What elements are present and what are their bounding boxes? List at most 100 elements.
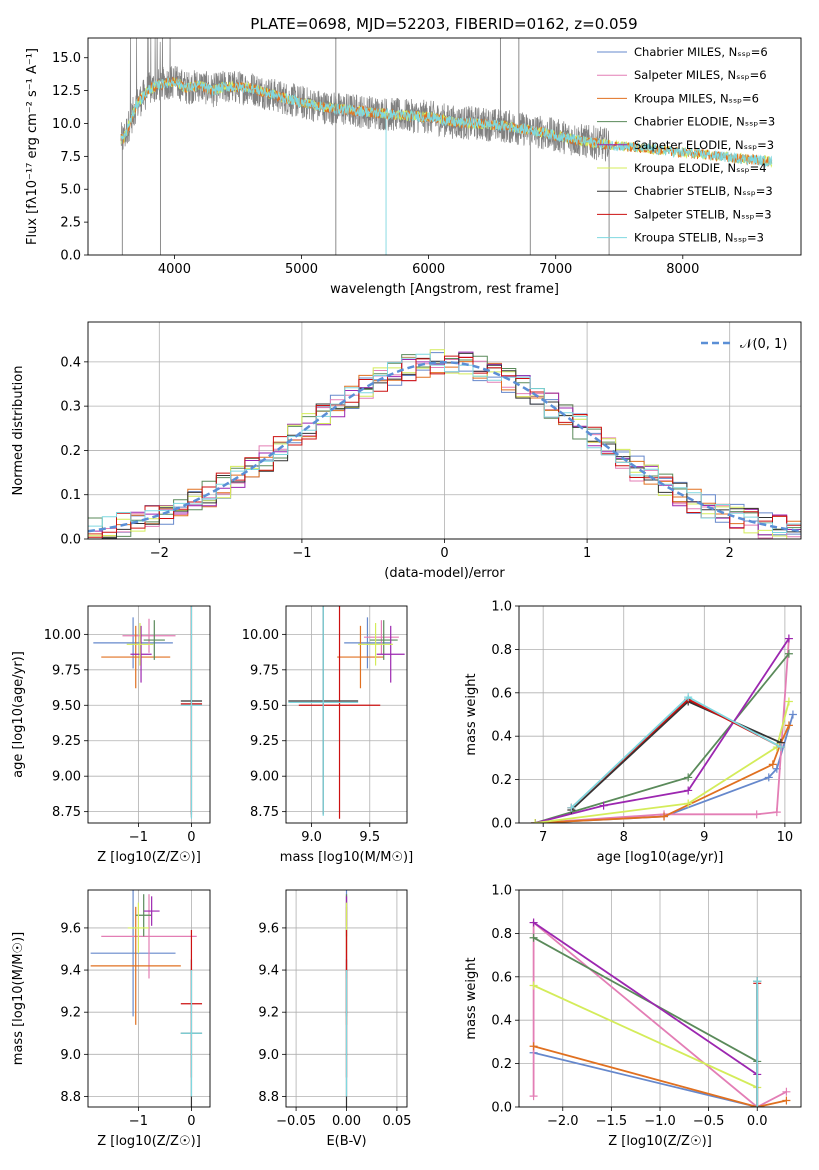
- x-tick-label: 0: [440, 546, 448, 561]
- weight-marker: [529, 1042, 538, 1051]
- legend-label: Salpeter ELODIE, Nₛₛₚ=3: [634, 138, 774, 152]
- weight-line: [533, 921, 758, 1076]
- model-spectrum-line: [120, 77, 773, 169]
- spectrum-panel: 4000 5000 6000 7000 8000 0.0 2.5 5.0 7.5 10.0 12.5…: [25, 37, 802, 297]
- y-tick-label: 9.4: [60, 964, 81, 979]
- panels: 4000 5000 6000 7000 80000.02.55.07.510.012.5…: [11, 37, 802, 1149]
- y-tick-label: 8.8: [60, 1090, 81, 1105]
- y-axis-label: Normed distribution: [11, 366, 26, 496]
- y-tick-label: 1.0: [491, 884, 512, 899]
- x-tick-label: −2.0: [547, 1114, 579, 1129]
- weight-marker: [529, 981, 538, 990]
- weight-marker: [772, 808, 781, 817]
- x-axis-label: wavelength [Angstrom, rest frame]: [330, 282, 559, 297]
- axes-frame: [285, 889, 408, 1108]
- y-tick-label: 0.2: [491, 773, 512, 788]
- y-tick-label: 8.75: [250, 805, 279, 820]
- age_vs_mass-plot-area: [288, 606, 405, 819]
- y-tick-label: 8.8: [258, 1090, 279, 1105]
- y-tick-label: 9.75: [250, 663, 279, 678]
- spectrum-plot-area: [120, 38, 773, 255]
- y-tick-label: 9.25: [250, 734, 279, 749]
- weight-line: [534, 701, 790, 823]
- x-axis-label: Z [log10(Z/Z☉)]: [97, 850, 201, 865]
- x-tick-label: 9: [700, 830, 708, 845]
- legend-label: 𝒩(0, 1): [740, 337, 787, 352]
- y-tick-label: 0.1: [60, 488, 81, 503]
- weight-marker: [784, 649, 793, 658]
- weight-marker: [684, 799, 693, 808]
- residuals-panel: −2 −1 0 1 2 0.0 0.1 0.2 0.3 0.4 (data-model)/error…: [11, 321, 802, 581]
- y-tick-label: 0.4: [491, 1014, 512, 1029]
- y-tick-label: 2.5: [60, 216, 81, 231]
- axes-frame: [87, 605, 211, 824]
- weight_vs_Z-plot-area: [529, 918, 791, 1107]
- weight_vs_Z-panel: −2.0 −1.5 −1.0 −0.5 0.0 0.0 0.2 0.4 0.6 0.8 1.0 Z […: [464, 884, 802, 1149]
- y-tick-label: 5.0: [60, 183, 81, 198]
- weight-marker: [768, 760, 777, 769]
- model-spectrum-line: [120, 77, 773, 168]
- x-tick-label: 7000: [539, 262, 572, 277]
- weight_vs_age-panel: 7 8 9 10 0.0 0.2 0.4 0.6 0.8 1.0 age [log10(age/yr…: [464, 600, 802, 865]
- y-tick-label: 9.00: [52, 770, 81, 785]
- weight-marker: [567, 803, 576, 812]
- y-tick-label: 1.0: [491, 600, 512, 615]
- x-axis-label: age [log10(age/yr)]: [597, 850, 724, 865]
- y-tick-label: 0.0: [60, 533, 81, 548]
- x-tick-label: 0: [187, 1114, 195, 1129]
- y-tick-label: 0.3: [60, 400, 81, 415]
- normal-curve: [88, 361, 801, 533]
- weight-line: [570, 700, 782, 811]
- weight-marker: [764, 773, 773, 782]
- x-tick-label: 1: [583, 546, 591, 561]
- weight_vs_age-plot-area: [531, 634, 797, 823]
- axes-frame: [87, 37, 802, 256]
- weight-line: [533, 1045, 787, 1107]
- x-tick-label: 8000: [666, 262, 699, 277]
- x-tick-label: −1.0: [644, 1114, 676, 1129]
- y-tick-label: 0.2: [491, 1057, 512, 1072]
- y-tick-label: 10.0: [52, 117, 81, 132]
- x-tick-label: −0.05: [276, 1114, 316, 1129]
- axes-frame: [285, 605, 408, 824]
- weight-marker: [784, 634, 793, 643]
- y-tick-label: 9.0: [258, 1048, 279, 1063]
- x-axis-label: E(B-V): [326, 1134, 366, 1149]
- axes-frame: [87, 889, 211, 1108]
- y-axis-label: mass weight: [464, 957, 479, 1039]
- weight-line: [532, 920, 787, 1107]
- y-tick-label: 0.6: [491, 686, 512, 701]
- y-tick-label: 0.0: [491, 1101, 512, 1116]
- y-tick-label: 0.8: [491, 927, 512, 942]
- x-tick-label: 9.5: [359, 830, 380, 845]
- y-tick-label: 10.00: [44, 628, 81, 643]
- y-tick-label: 0.2: [60, 444, 81, 459]
- weight-marker: [599, 801, 608, 810]
- weight-marker: [531, 819, 540, 823]
- y-tick-label: 0.0: [60, 249, 81, 264]
- x-tick-label: 0.00: [332, 1114, 361, 1129]
- mass_vs_ebv-panel: −0.05 0.00 0.05 8.8 9.0 9.2 9.4 9.6 E(B-V): [258, 889, 411, 1149]
- x-tick-label: 7: [539, 830, 547, 845]
- axes-frame: [518, 889, 802, 1108]
- y-tick-label: 0.4: [60, 355, 81, 370]
- x-tick-label: −1: [292, 546, 311, 561]
- mass_vs_Z-panel: −1 0 8.8 9.0 9.2 9.4 9.6 Z [log10(Z/Z☉)] mass [l…: [11, 889, 211, 1149]
- weight-marker: [753, 977, 762, 986]
- legend-label: Chabrier ELODIE, Nₛₛₚ=3: [634, 115, 775, 129]
- axes-frame: [518, 605, 802, 824]
- y-tick-label: 9.50: [52, 699, 81, 714]
- weight-marker: [752, 810, 761, 819]
- y-axis-label: age [log10(age/yr)]: [11, 651, 26, 778]
- y-tick-label: 9.50: [250, 699, 279, 714]
- x-tick-label: 4000: [158, 262, 191, 277]
- x-tick-label: −0.5: [693, 1114, 725, 1129]
- x-axis-label: Z [log10(Z/Z☉)]: [608, 1134, 712, 1149]
- weight-marker: [684, 786, 693, 795]
- legend-label: Salpeter MILES, Nₛₛₚ=6: [634, 68, 767, 82]
- x-tick-label: −2: [150, 546, 169, 561]
- y-tick-label: 8.75: [52, 805, 81, 820]
- y-tick-label: 0.4: [491, 730, 512, 745]
- weight-marker: [684, 773, 693, 782]
- weight-marker: [784, 697, 793, 706]
